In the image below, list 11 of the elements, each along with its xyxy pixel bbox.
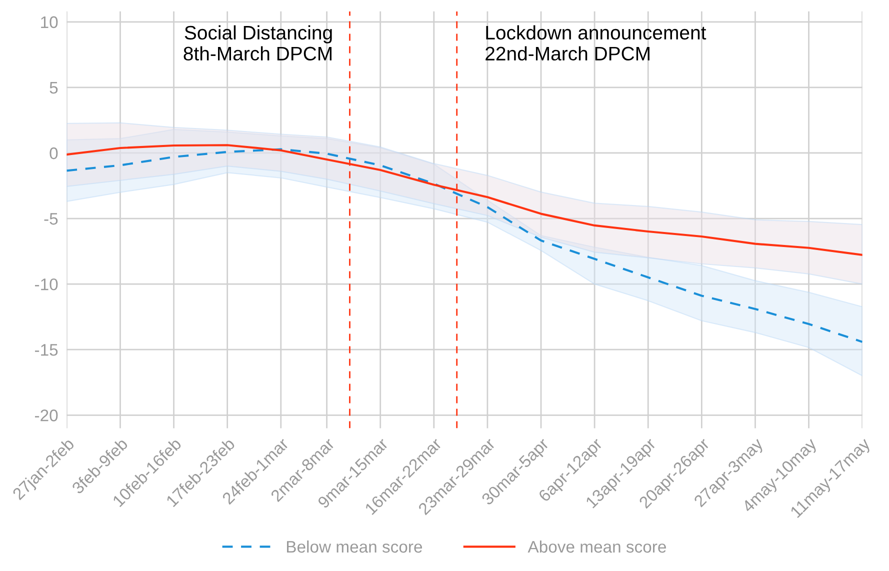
y-tick-label: 5	[50, 82, 58, 94]
y-tick-label: -20	[34, 410, 58, 422]
legend-label: Above mean score	[528, 540, 666, 553]
y-tick-label: -5	[44, 213, 58, 225]
y-tick-label: -15	[34, 344, 58, 356]
y-tick-label: -10	[34, 278, 58, 290]
y-tick-label: 0	[50, 147, 58, 160]
legend-label: Below mean score	[287, 540, 422, 553]
ref-line-label: Social Distancing 8th-March DPCM	[184, 25, 332, 61]
y-tick-label: 10	[41, 16, 58, 28]
ref-line-label: Lockdown announcement 22nd-March DPCM	[486, 25, 706, 61]
